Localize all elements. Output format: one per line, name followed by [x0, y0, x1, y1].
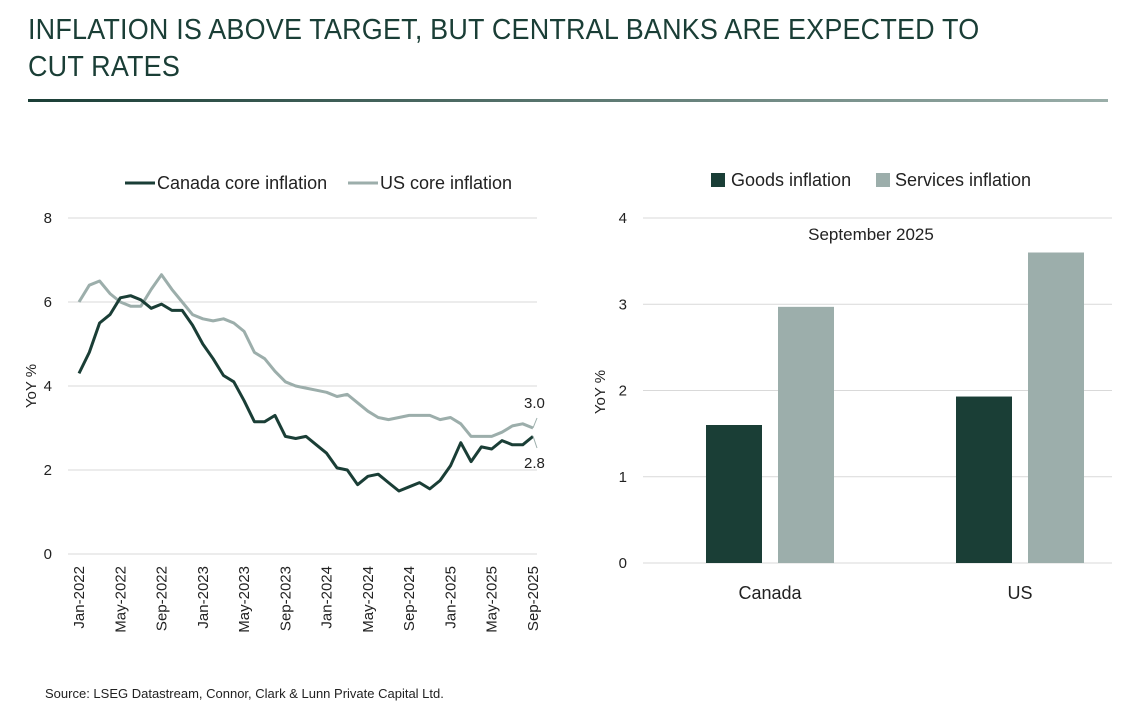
- line-chart: 0 2 4 6 8 Jan-2022 May-2022 Sep-2022 Jan-2023 Ma…: [23, 173, 545, 633]
- y-tick-label: 2: [44, 462, 52, 479]
- x-tick-label: Jan-2024: [319, 566, 336, 629]
- y-tick-label: 8: [44, 210, 52, 227]
- canada-end-label: 2.8: [524, 455, 545, 472]
- bar-chart-y-axis-label: YoY %: [592, 370, 609, 414]
- legend-label-services: Services inflation: [895, 170, 1031, 190]
- bar-chart-title: September 2025: [808, 225, 934, 244]
- goods-bar-canada: [706, 425, 762, 563]
- line-chart-x-ticks: Jan-2022 May-2022 Sep-2022 Jan-2023 May-2023…: [71, 566, 542, 633]
- x-tick-label: Sep-2023: [277, 566, 294, 631]
- bar-chart-bars: [706, 252, 1084, 563]
- y-tick-label: 2: [619, 383, 627, 400]
- legend-label-canada: Canada core inflation: [157, 173, 327, 193]
- source-note: Source: LSEG Datastream, Connor, Clark &…: [45, 686, 444, 701]
- page-title: INFLATION IS ABOVE TARGET, BUT CENTRAL B…: [28, 14, 980, 83]
- x-tick-label: Jan-2023: [195, 566, 212, 629]
- legend-swatch-goods: [711, 173, 725, 187]
- services-bar-us: [1028, 252, 1084, 563]
- title-divider: [28, 99, 1108, 102]
- line-chart-y-axis-label: YoY %: [23, 364, 40, 408]
- x-tick-label: Jan-2025: [442, 566, 459, 629]
- x-tick-label: Sep-2022: [154, 566, 171, 631]
- x-tick-label: May-2025: [484, 566, 501, 633]
- y-tick-label: 0: [619, 555, 627, 572]
- bar-chart: 0 1 2 3 4 YoY % September 2025 Canada US Good…: [592, 170, 1112, 603]
- goods-bar-us: [956, 396, 1012, 563]
- legend-label-us: US core inflation: [380, 173, 512, 193]
- canada-core-inflation-line: [77, 294, 534, 493]
- y-tick-label: 6: [44, 294, 52, 311]
- line-chart-legend: Canada core inflation US core inflation: [125, 173, 512, 193]
- bar-chart-legend: Goods inflation Services inflation: [711, 170, 1031, 190]
- x-tick-label: Sep-2024: [401, 566, 418, 631]
- x-category-label: Canada: [738, 583, 802, 603]
- y-tick-label: 3: [619, 296, 627, 313]
- x-tick-label: May-2022: [112, 566, 129, 633]
- legend-label-goods: Goods inflation: [731, 170, 851, 190]
- y-tick-label: 0: [44, 546, 52, 563]
- x-tick-label: Sep-2025: [525, 566, 542, 631]
- bar-chart-x-ticks: Canada US: [738, 583, 1032, 603]
- us-core-inflation-line: [77, 273, 534, 438]
- services-bar-canada: [778, 306, 834, 563]
- y-tick-label: 1: [619, 469, 627, 486]
- line-chart-y-ticks: 0 2 4 6 8: [44, 210, 52, 563]
- us-end-label: 3.0: [524, 395, 545, 412]
- x-tick-label: Jan-2022: [71, 566, 88, 629]
- x-tick-label: May-2023: [236, 566, 253, 633]
- legend-swatch-services: [876, 173, 890, 187]
- line-chart-end-labels: 3.0 2.8: [524, 395, 545, 472]
- x-category-label: US: [1007, 583, 1032, 603]
- y-tick-label: 4: [619, 210, 627, 227]
- y-tick-label: 4: [44, 378, 52, 395]
- canada-end-label-leader: [532, 435, 538, 449]
- x-tick-label: May-2024: [360, 566, 377, 633]
- bar-chart-y-ticks: 0 1 2 3 4: [619, 210, 627, 572]
- line-chart-series: [77, 273, 534, 493]
- us-end-label-leader: [532, 417, 538, 429]
